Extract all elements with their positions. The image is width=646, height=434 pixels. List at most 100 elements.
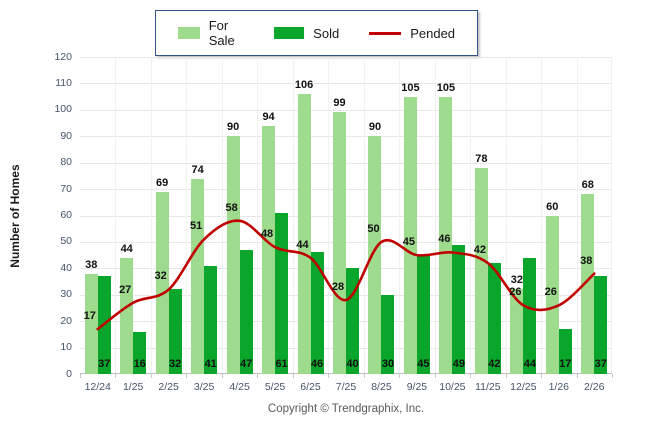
x-tick-label: 12/25 bbox=[510, 381, 537, 393]
x-axis-tick bbox=[434, 374, 436, 378]
y-tick-label: 100 bbox=[54, 103, 72, 116]
for-sale-value-label: 44 bbox=[120, 242, 133, 255]
gridline-vertical bbox=[434, 57, 436, 373]
pended-value-label: 26 bbox=[544, 286, 557, 299]
sold-value-label: 37 bbox=[594, 358, 607, 370]
for-sale-bar bbox=[297, 93, 311, 374]
for-sale-bar bbox=[191, 178, 205, 374]
gridline-vertical bbox=[257, 57, 259, 373]
sold-bar bbox=[204, 265, 218, 374]
pended-value-label: 42 bbox=[473, 244, 486, 257]
gridline-horizontal bbox=[80, 109, 612, 111]
y-tick-label: 0 bbox=[66, 367, 72, 380]
x-tick-label: 7/25 bbox=[335, 381, 357, 393]
for-sale-bar bbox=[581, 194, 595, 374]
y-tick-label: 80 bbox=[60, 156, 72, 169]
y-tick-label: 50 bbox=[60, 235, 72, 248]
x-axis-tick bbox=[505, 374, 507, 378]
y-tick-label: 110 bbox=[55, 76, 72, 89]
y-tick-label: 30 bbox=[60, 288, 72, 301]
for-sale-value-label: 105 bbox=[401, 81, 420, 94]
y-tick-label: 20 bbox=[60, 314, 72, 327]
pended-value-label: 50 bbox=[367, 222, 380, 235]
x-tick-label: 2/25 bbox=[158, 381, 179, 393]
x-axis-tick bbox=[470, 374, 472, 378]
sold-value-label: 30 bbox=[381, 358, 395, 370]
y-tick-label: 120 bbox=[54, 50, 72, 63]
pended-value-label: 51 bbox=[190, 220, 203, 233]
x-tick-label: 11/25 bbox=[475, 381, 501, 393]
gridline-horizontal bbox=[80, 241, 612, 243]
pended-line-swatch bbox=[369, 31, 402, 35]
x-tick-label: 1/26 bbox=[548, 381, 569, 393]
legend: For Sale Sold Pended bbox=[155, 10, 479, 56]
gridline-horizontal bbox=[80, 162, 612, 164]
x-tick-label: 2/26 bbox=[584, 381, 605, 393]
legend-item-pended: Pended bbox=[369, 26, 455, 41]
for-sale-swatch bbox=[178, 27, 200, 39]
x-axis-tick bbox=[363, 374, 365, 378]
for-sale-value-label: 60 bbox=[546, 200, 559, 213]
sold-bar bbox=[416, 255, 430, 374]
y-tick-label: 70 bbox=[60, 182, 72, 195]
sold-value-label: 17 bbox=[559, 358, 572, 370]
pended-value-label: 48 bbox=[260, 228, 274, 241]
for-sale-value-label: 38 bbox=[85, 258, 98, 271]
gridline-vertical bbox=[328, 57, 330, 373]
gridline-vertical bbox=[399, 57, 401, 373]
for-sale-bar bbox=[226, 136, 240, 374]
sold-bar bbox=[452, 244, 466, 374]
for-sale-value-label: 90 bbox=[368, 121, 382, 134]
x-axis-tick bbox=[541, 374, 543, 378]
pended-line bbox=[96, 219, 596, 331]
for-sale-value-label: 99 bbox=[333, 97, 346, 110]
pended-value-label: 26 bbox=[509, 286, 522, 299]
for-sale-bar bbox=[545, 215, 559, 374]
pended-value-label: 27 bbox=[119, 283, 132, 296]
pended-line-path bbox=[96, 219, 596, 331]
for-sale-value-label: 68 bbox=[581, 179, 594, 192]
x-axis-tick bbox=[221, 374, 223, 378]
sold-bar bbox=[558, 329, 572, 374]
for-sale-bar bbox=[84, 273, 98, 374]
x-axis-tick bbox=[328, 374, 330, 378]
pended-value-label: 38 bbox=[580, 254, 593, 267]
sold-bar bbox=[594, 276, 608, 374]
y-tick-label: 40 bbox=[60, 261, 72, 274]
x-axis-tick bbox=[150, 374, 152, 378]
for-sale-value-label: 69 bbox=[156, 176, 169, 189]
y-tick-label: 60 bbox=[60, 209, 72, 221]
sold-bar bbox=[381, 294, 395, 374]
x-axis-tick bbox=[115, 374, 117, 378]
sold-swatch bbox=[274, 27, 305, 39]
copyright-text: Copyright © Trendgraphix, Inc. bbox=[267, 403, 425, 415]
for-sale-bar bbox=[368, 136, 382, 374]
legend-label-pended: Pended bbox=[410, 25, 456, 41]
for-sale-bar bbox=[510, 289, 524, 374]
for-sale-value-label: 74 bbox=[191, 163, 204, 176]
legend-label-sold: Sold bbox=[313, 25, 340, 41]
gridline-vertical bbox=[150, 57, 152, 373]
x-tick-label: 4/25 bbox=[229, 381, 250, 393]
sold-value-label: 40 bbox=[346, 358, 359, 370]
legend-item-for-sale: For Sale bbox=[178, 18, 244, 48]
sold-value-label: 44 bbox=[523, 358, 536, 370]
legend-label-for-sale: For Sale bbox=[208, 18, 235, 48]
sold-bar bbox=[275, 212, 289, 374]
gridline-horizontal bbox=[80, 83, 612, 85]
x-axis-tick bbox=[399, 374, 401, 378]
x-tick-label: 5/25 bbox=[264, 381, 286, 393]
gridline-vertical bbox=[505, 57, 507, 373]
gridline-vertical bbox=[611, 57, 612, 373]
sold-bar bbox=[133, 331, 147, 374]
sold-bar bbox=[523, 257, 537, 374]
y-axis-title: Number of Homes bbox=[8, 164, 22, 268]
for-sale-bar bbox=[474, 167, 488, 374]
x-tick-label: 9/25 bbox=[406, 381, 428, 393]
gridline-vertical bbox=[576, 57, 578, 373]
for-sale-bar bbox=[333, 112, 346, 374]
for-sale-value-label: 32 bbox=[510, 274, 523, 287]
sold-value-label: 16 bbox=[133, 358, 146, 370]
gridline-vertical bbox=[363, 57, 365, 373]
